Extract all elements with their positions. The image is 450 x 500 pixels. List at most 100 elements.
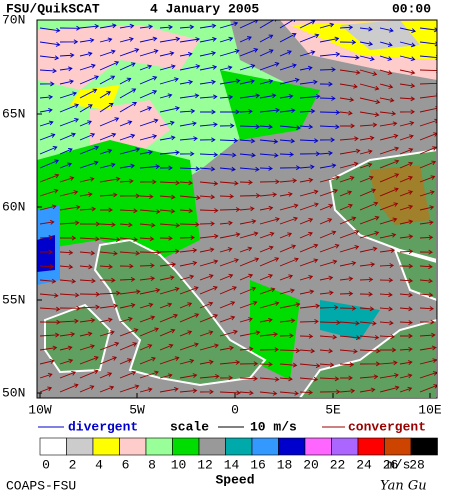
wind-arrow (139, 209, 161, 214)
wind-arrow (279, 191, 293, 197)
wind-arrow (159, 106, 180, 113)
wind-arrow (319, 163, 337, 169)
wind-arrow (319, 137, 335, 143)
wind-arrow (299, 231, 313, 239)
wind-arrow (339, 123, 356, 129)
wind-arrow (59, 39, 79, 45)
wind-arrow (139, 76, 158, 85)
wind-arrow (199, 274, 214, 281)
wind-arrow (379, 146, 400, 155)
wind-arrow (79, 75, 99, 85)
wind-arrow (159, 120, 175, 127)
wind-arrow (199, 314, 219, 323)
wind-arrow (119, 303, 136, 309)
wind-arrow (179, 64, 201, 71)
wind-arrow (359, 135, 375, 141)
wind-arrow (399, 219, 414, 225)
wind-arrow (159, 36, 181, 43)
wind-arrow (259, 124, 273, 130)
wind-arrow (59, 383, 79, 393)
wind-arrow (299, 94, 321, 99)
wind-arrow (59, 66, 73, 72)
wind-arrow (339, 276, 354, 282)
wind-arrow (319, 109, 341, 115)
wind-arrow (359, 111, 380, 117)
wind-arrow (219, 152, 237, 158)
wind-arrow (119, 23, 135, 29)
wind-arrow (179, 136, 198, 142)
wind-arrow (219, 301, 236, 309)
wind-arrow (79, 37, 95, 43)
wind-arrow (159, 328, 176, 337)
wind-arrow (339, 348, 358, 354)
wind-arrow (139, 276, 156, 282)
wind-arrow (179, 302, 193, 309)
wind-arrow (179, 24, 195, 30)
wind-arrow (139, 24, 154, 30)
wind-arrow (139, 194, 154, 199)
wind-arrow (399, 346, 413, 352)
wind-arrow (119, 222, 133, 228)
wind-arrow (119, 384, 140, 393)
wind-arrow (379, 334, 395, 340)
wind-arrow (179, 79, 194, 85)
wind-arrow (299, 138, 319, 144)
wind-arrow (59, 345, 73, 351)
wind-arrow (99, 132, 117, 141)
wind-arrow (359, 97, 381, 105)
wind-arrow (239, 257, 260, 267)
wind-arrow (179, 286, 199, 295)
wind-arrow (159, 165, 173, 171)
wind-arrow (359, 149, 373, 155)
wind-arrow (159, 64, 176, 71)
wind-arrow (59, 204, 81, 211)
wind-arrow (239, 138, 256, 144)
speed-zone (37, 25, 200, 90)
wind-arrow (139, 288, 161, 295)
wind-arrow (139, 250, 161, 255)
wind-arrow (299, 79, 318, 85)
wind-arrow (159, 275, 175, 281)
wind-arrow (379, 159, 400, 169)
wind-arrow (239, 300, 258, 309)
wind-arrow (119, 147, 141, 155)
wind-arrow (279, 152, 295, 157)
legend-scale: scale (170, 419, 209, 434)
wind-arrow (159, 248, 180, 254)
wind-arrow (79, 331, 93, 337)
wind-arrow (419, 319, 435, 325)
wind-arrow (159, 343, 174, 351)
wind-arrow (219, 375, 234, 381)
wind-arrow (199, 152, 219, 158)
wind-arrow (219, 247, 233, 253)
wind-arrow (359, 361, 381, 367)
wind-arrow (79, 221, 101, 227)
wind-arrow (199, 166, 216, 172)
wind-arrow (359, 306, 375, 312)
wind-arrow (179, 358, 195, 365)
wind-arrow (219, 329, 238, 337)
wind-arrow (419, 278, 433, 284)
bin-label: 18 (277, 457, 293, 472)
wind-arrow (299, 289, 315, 295)
wind-arrow (139, 164, 161, 170)
wind-arrow (39, 359, 55, 365)
color-box (384, 437, 412, 456)
speed-zone (220, 70, 320, 140)
wind-arrow (359, 215, 380, 225)
wind-arrow (119, 250, 141, 256)
wind-arrow (119, 178, 134, 184)
wind-arrow (359, 246, 378, 253)
wind-arrow (39, 278, 57, 284)
wind-arrow (239, 219, 257, 225)
wind-arrow (79, 51, 93, 57)
wind-arrow (139, 356, 156, 365)
wind-arrow (339, 110, 353, 116)
wind-arrow (119, 77, 132, 85)
wind-arrow (339, 375, 353, 381)
wind-arrow (359, 188, 377, 197)
color-box (225, 437, 253, 456)
wind-arrow (39, 264, 55, 270)
wind-arrow (99, 222, 116, 228)
wind-arrow (319, 188, 339, 197)
